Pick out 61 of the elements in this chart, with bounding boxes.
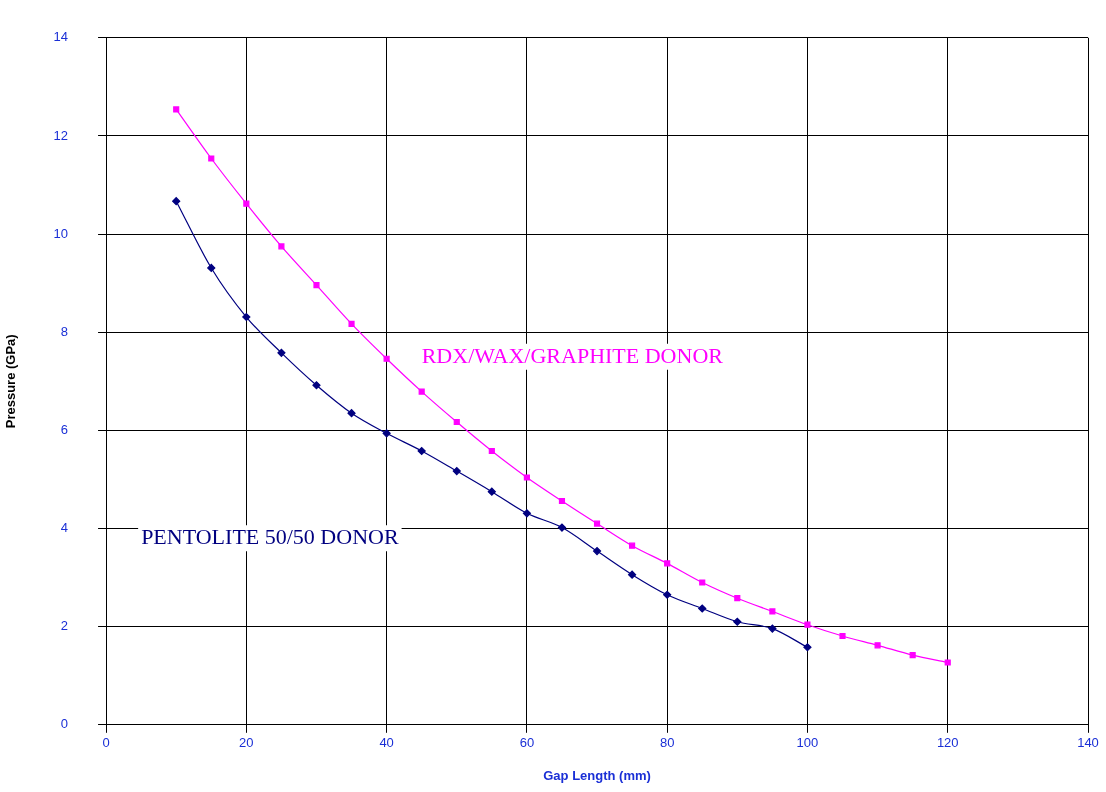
point bbox=[804, 621, 811, 628]
point bbox=[452, 467, 461, 476]
point bbox=[348, 320, 355, 327]
text: PENTOLITE 50/50 DONOR bbox=[141, 524, 399, 550]
point bbox=[803, 643, 812, 652]
y-tick-label: 8 bbox=[60, 323, 69, 339]
x-tick-label: 100 bbox=[796, 735, 819, 751]
point bbox=[839, 632, 846, 640]
y-tick-label: 10 bbox=[53, 225, 69, 241]
x-tick-label: 40 bbox=[379, 735, 394, 751]
point bbox=[699, 579, 706, 586]
point bbox=[629, 542, 636, 549]
point bbox=[382, 429, 391, 438]
point bbox=[664, 560, 671, 567]
point bbox=[628, 570, 637, 579]
x-tick-label: 140 bbox=[1077, 735, 1099, 751]
point bbox=[453, 418, 460, 426]
y-tick-label: 4 bbox=[60, 520, 69, 536]
point bbox=[383, 355, 390, 362]
point bbox=[663, 590, 672, 599]
point bbox=[487, 487, 496, 496]
point bbox=[734, 595, 741, 602]
y-tick-label: 0 bbox=[60, 716, 69, 732]
point bbox=[944, 659, 951, 666]
point bbox=[522, 509, 531, 518]
point bbox=[172, 197, 181, 206]
point bbox=[277, 348, 286, 357]
point bbox=[558, 497, 566, 505]
y-tick-label: 6 bbox=[60, 421, 69, 437]
point bbox=[243, 200, 250, 207]
y-tick-label: 14 bbox=[53, 29, 69, 45]
point bbox=[418, 388, 425, 395]
point bbox=[698, 604, 707, 613]
point bbox=[278, 243, 285, 250]
x-tick-label: 0 bbox=[102, 735, 110, 751]
series-label: RDX/WAX/GRAPHITE DONOR bbox=[421, 342, 724, 368]
point bbox=[733, 617, 742, 626]
y-tick-label: 12 bbox=[53, 127, 69, 143]
point bbox=[909, 652, 916, 659]
point bbox=[592, 546, 602, 556]
x-tick-label: 80 bbox=[659, 735, 675, 751]
point bbox=[312, 381, 321, 390]
point bbox=[208, 155, 215, 162]
x-tick-label: 20 bbox=[239, 735, 254, 751]
point bbox=[523, 474, 530, 481]
point bbox=[417, 446, 426, 456]
y-tick-label: 2 bbox=[60, 618, 69, 634]
point bbox=[173, 106, 180, 113]
point bbox=[207, 263, 216, 273]
point bbox=[769, 608, 776, 615]
point bbox=[874, 642, 881, 649]
x-axis-title: Gap Length (mm) bbox=[543, 767, 651, 783]
point bbox=[768, 624, 777, 633]
x-tick-label: 120 bbox=[936, 735, 959, 751]
point bbox=[593, 520, 601, 527]
point bbox=[347, 409, 356, 418]
point bbox=[488, 447, 495, 455]
point bbox=[313, 282, 320, 289]
point bbox=[242, 312, 251, 322]
y-axis-title: Pressure (GPa) bbox=[3, 334, 19, 429]
x-tick-label: 60 bbox=[519, 735, 535, 751]
